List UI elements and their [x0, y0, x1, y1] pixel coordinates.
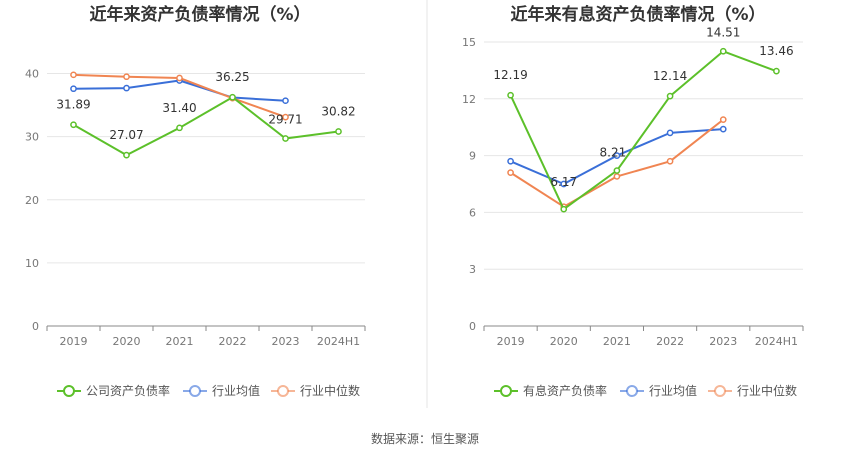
y-tick-label: 3	[469, 263, 476, 276]
data-point	[123, 151, 130, 159]
data-point	[719, 116, 727, 123]
legend-swatch-marker	[714, 385, 726, 397]
x-tick-label: 2019	[497, 335, 525, 348]
x-tick-label: 2020	[113, 335, 141, 348]
data-label: 6.17	[550, 175, 577, 189]
data-point	[666, 129, 674, 137]
data-label: 27.07	[109, 128, 143, 142]
data-point	[282, 113, 289, 121]
legend-label: 行业均值	[212, 383, 260, 398]
data-label: 14.51	[706, 25, 740, 39]
data-point	[176, 74, 183, 82]
data-point	[507, 91, 514, 99]
data-point	[70, 71, 77, 79]
data-label: 8.21	[600, 146, 627, 160]
data-label: 36.25	[215, 70, 249, 84]
x-tick-label: 2022	[656, 335, 684, 348]
y-tick-label: 15	[462, 36, 476, 49]
y-tick-label: 6	[469, 206, 476, 219]
x-tick-label: 2021	[166, 335, 194, 348]
series-line	[73, 96, 339, 157]
data-point	[123, 84, 130, 92]
x-tick-label: 2023	[709, 335, 737, 348]
data-point	[613, 152, 621, 159]
data-point	[282, 135, 289, 142]
data-source-note: 数据来源：恒生聚源	[371, 431, 479, 446]
data-point	[176, 124, 183, 132]
data-point	[123, 73, 130, 81]
data-label: 12.19	[493, 68, 527, 82]
x-tick-label: 2024H1	[317, 335, 360, 348]
legend-swatch-marker	[626, 385, 638, 397]
legend-swatch-marker	[277, 385, 289, 397]
chart-title: 近年来资产负债率情况（%）	[89, 4, 310, 25]
chart-debt-ratio: 近年来资产负债率情况（%） 0 10 20 30 40 2019 2020 2021 2022 20…	[25, 4, 366, 398]
y-tick-label: 40	[25, 68, 39, 81]
x-tick-label: 2024H1	[755, 335, 798, 348]
legend-label: 行业均值	[649, 383, 697, 398]
data-point	[507, 169, 514, 176]
chart-interest-bearing-debt-ratio: 近年来有息资产负债率情况（%） 0 3 6 9 12 15 2019 2020 2021 2022 2…	[462, 4, 804, 398]
data-point	[282, 97, 289, 105]
data-label: 31.40	[162, 101, 196, 115]
legend-label: 行业中位数	[737, 383, 797, 398]
data-point	[560, 205, 568, 213]
data-point	[613, 167, 621, 174]
legend-swatch-marker	[189, 385, 201, 397]
x-tick-label: 2023	[272, 335, 300, 348]
data-point	[719, 125, 727, 133]
data-label: 31.89	[56, 98, 90, 112]
data-point	[507, 157, 514, 165]
legend-label: 公司资产负债率	[86, 383, 170, 398]
legend-swatch-marker	[500, 385, 512, 397]
y-tick-label: 0	[469, 320, 476, 333]
y-tick-label: 9	[469, 150, 476, 163]
y-tick-label: 10	[25, 257, 39, 270]
y-tick-label: 12	[462, 93, 476, 106]
chart-title: 近年来有息资产负债率情况（%）	[510, 4, 765, 25]
x-tick-label: 2021	[603, 335, 631, 348]
data-point	[70, 121, 77, 129]
x-tick-label: 2022	[219, 335, 247, 348]
x-tick-label: 2020	[550, 335, 578, 348]
data-point	[560, 180, 568, 188]
legend-label: 有息资产负债率	[523, 383, 607, 398]
data-point	[70, 85, 77, 93]
data-label: 29.71	[268, 112, 302, 126]
data-point	[719, 47, 727, 55]
legend-label: 行业中位数	[300, 383, 360, 398]
data-point	[613, 173, 621, 180]
x-tick-label: 2019	[60, 335, 88, 348]
data-point	[229, 93, 236, 101]
data-point	[666, 157, 674, 165]
data-point	[666, 92, 674, 100]
data-label: 30.82	[321, 104, 355, 118]
y-tick-label: 20	[25, 194, 39, 207]
y-tick-label: 0	[32, 320, 39, 333]
data-label: 13.46	[759, 44, 793, 58]
y-tick-label: 30	[25, 131, 39, 144]
series-line	[509, 50, 777, 211]
data-label: 12.14	[653, 69, 687, 83]
legend-swatch-marker	[63, 385, 75, 397]
data-point	[335, 128, 342, 135]
data-point	[773, 67, 780, 75]
